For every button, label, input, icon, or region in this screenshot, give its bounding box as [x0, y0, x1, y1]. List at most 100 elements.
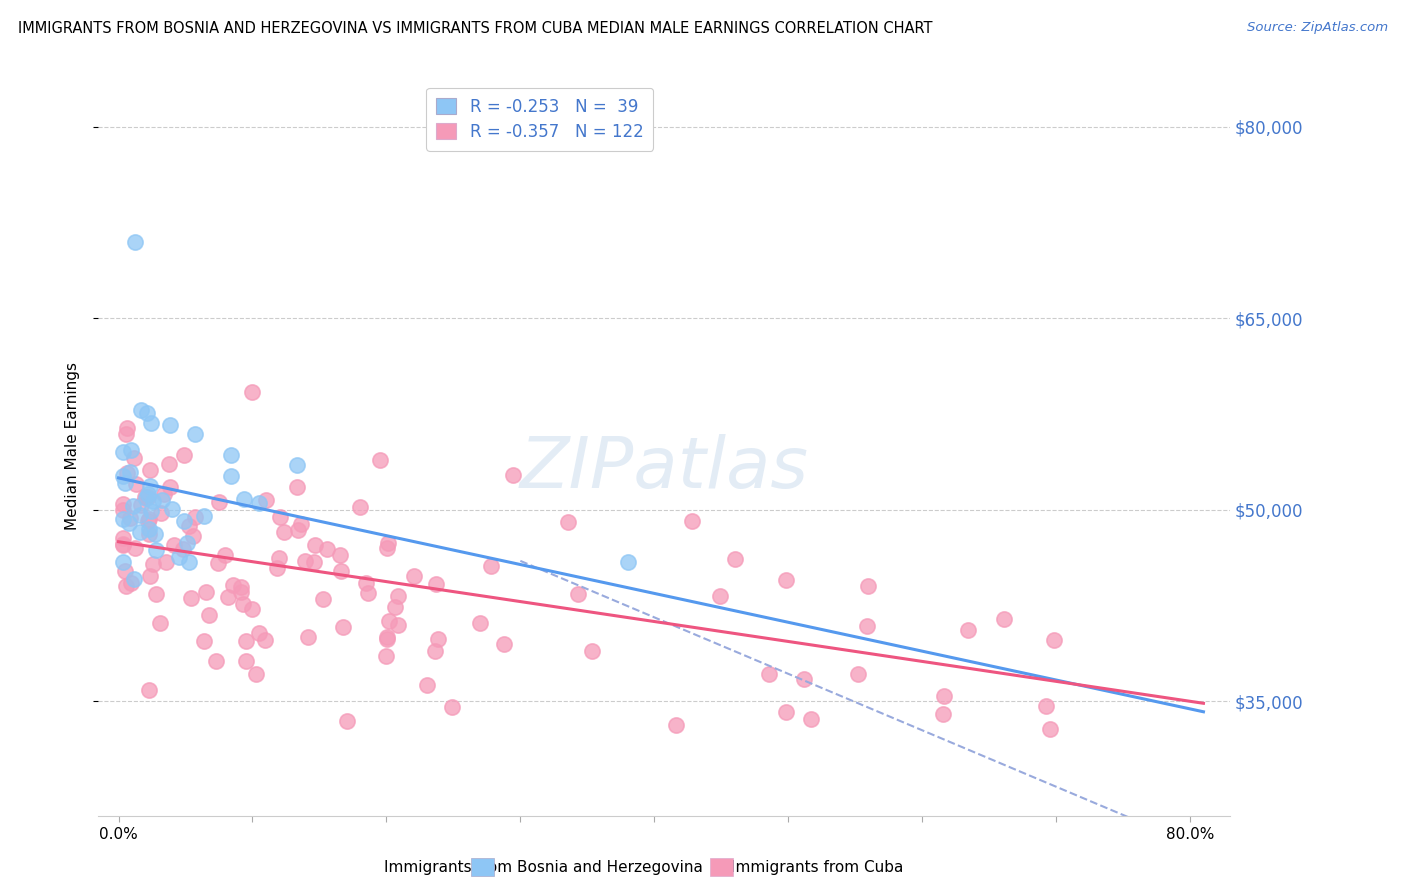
Point — [232, 597, 254, 611]
Point — [208, 494, 231, 508]
Point — [375, 541, 398, 555]
Point — [229, 580, 252, 594]
Point — [184, 509, 207, 524]
Point — [240, 601, 263, 615]
Point — [709, 589, 731, 603]
Point — [316, 541, 339, 556]
Point — [139, 479, 162, 493]
Point — [375, 632, 398, 646]
Point — [142, 557, 165, 571]
Point — [139, 416, 162, 430]
Point — [124, 572, 146, 586]
Text: ZIPatlas: ZIPatlas — [520, 434, 808, 503]
Point — [370, 452, 392, 467]
Point — [160, 501, 183, 516]
Point — [135, 406, 157, 420]
Point — [235, 654, 257, 668]
Point — [287, 523, 309, 537]
Point — [1039, 722, 1062, 736]
Point — [758, 667, 780, 681]
Point — [115, 466, 138, 480]
Point — [124, 450, 146, 465]
Text: Immigrants from Cuba: Immigrants from Cuba — [731, 860, 904, 874]
Point — [222, 578, 245, 592]
Point — [138, 512, 160, 526]
Point — [375, 630, 398, 644]
Point — [425, 576, 447, 591]
Point — [180, 591, 202, 606]
Point — [129, 525, 152, 540]
Point — [139, 463, 162, 477]
Point — [294, 554, 316, 568]
Point — [193, 508, 215, 523]
Point — [229, 584, 252, 599]
Y-axis label: Median Male Earnings: Median Male Earnings — [65, 362, 80, 530]
Point — [240, 384, 263, 399]
Point — [136, 514, 159, 528]
Point — [124, 235, 146, 249]
Text: Source: ZipAtlas.com: Source: ZipAtlas.com — [1247, 21, 1388, 34]
Point — [145, 542, 167, 557]
Point — [290, 516, 312, 531]
Point — [181, 529, 204, 543]
Point — [416, 678, 439, 692]
Point — [139, 504, 162, 518]
Point — [163, 539, 186, 553]
Point — [139, 569, 162, 583]
Point — [128, 508, 150, 523]
Point — [111, 555, 134, 569]
Point — [723, 552, 745, 566]
Point — [336, 714, 359, 728]
Point — [254, 493, 277, 508]
Point — [118, 465, 141, 479]
Point — [304, 538, 326, 552]
Point — [356, 575, 378, 590]
Point — [856, 579, 879, 593]
Point — [129, 498, 152, 512]
Point — [993, 611, 1015, 625]
Point — [143, 526, 166, 541]
Point — [134, 490, 156, 504]
Point — [1035, 698, 1057, 713]
Point — [233, 491, 256, 506]
Point — [375, 648, 398, 663]
Point — [219, 448, 242, 462]
Point — [377, 536, 399, 550]
Point — [111, 538, 134, 552]
Point — [934, 689, 956, 703]
Point — [1042, 633, 1064, 648]
Point — [426, 632, 449, 647]
Point — [172, 541, 194, 556]
Point — [775, 706, 797, 720]
Point — [297, 630, 319, 644]
Point — [125, 477, 148, 491]
Point — [567, 587, 589, 601]
Point — [111, 445, 134, 459]
Point — [136, 490, 159, 504]
Point — [957, 624, 980, 638]
Point — [179, 555, 201, 569]
Point — [384, 600, 406, 615]
Point — [312, 591, 335, 606]
Point — [120, 576, 142, 591]
Point — [149, 506, 172, 520]
Point — [285, 480, 308, 494]
Point — [441, 700, 464, 714]
Point — [150, 493, 173, 508]
Point — [153, 487, 176, 501]
Point — [122, 499, 145, 513]
Point — [357, 586, 380, 600]
Text: Immigrants from Bosnia and Herzegovina: Immigrants from Bosnia and Herzegovina — [384, 860, 703, 874]
Point — [502, 468, 524, 483]
Point — [329, 549, 352, 563]
Point — [775, 574, 797, 588]
Point — [167, 550, 190, 565]
Point — [149, 616, 172, 631]
Point — [1042, 845, 1064, 859]
Point — [184, 427, 207, 442]
Point — [217, 591, 239, 605]
Point — [402, 569, 425, 583]
Point — [193, 634, 215, 648]
Point — [387, 618, 409, 632]
Point — [135, 491, 157, 505]
